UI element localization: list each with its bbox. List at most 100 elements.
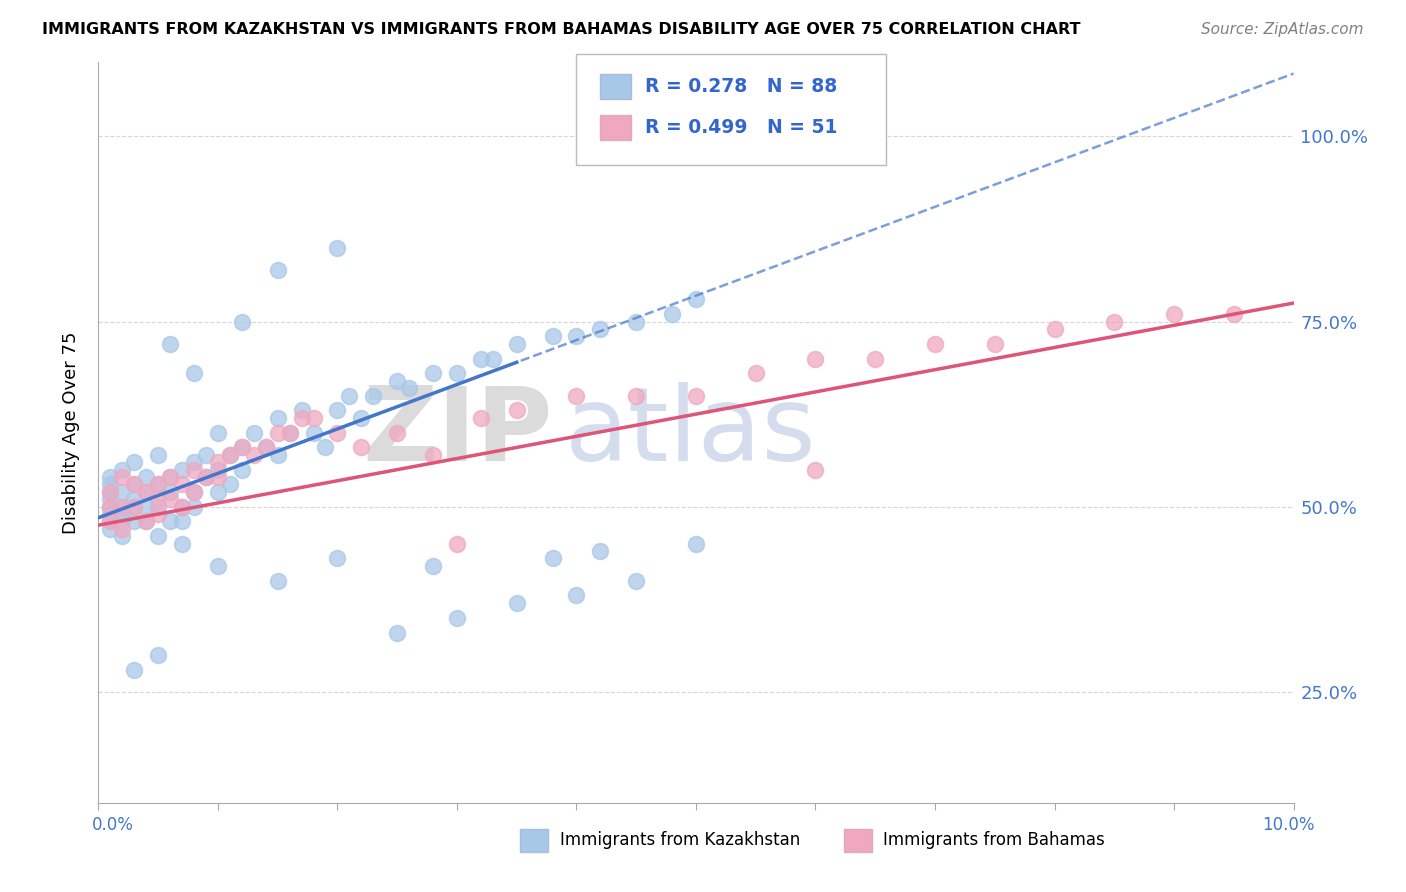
- Point: [745, 367, 768, 381]
- Point: [541, 551, 564, 566]
- Point: [207, 558, 229, 573]
- Point: [385, 625, 409, 640]
- Point: [231, 441, 253, 455]
- Point: [98, 484, 122, 499]
- Point: [1104, 314, 1126, 328]
- Point: [159, 492, 181, 507]
- Point: [626, 574, 648, 588]
- Point: [124, 515, 146, 529]
- Point: [111, 522, 134, 536]
- Point: [565, 389, 588, 403]
- Point: [172, 500, 194, 514]
- Point: [159, 470, 181, 484]
- Point: [243, 425, 266, 440]
- Point: [183, 462, 205, 476]
- Point: [804, 462, 827, 476]
- Text: Immigrants from Kazakhstan: Immigrants from Kazakhstan: [560, 831, 800, 849]
- Point: [661, 307, 683, 321]
- Point: [470, 410, 492, 425]
- Point: [470, 351, 492, 366]
- Text: ZIP: ZIP: [363, 382, 553, 483]
- Point: [135, 484, 157, 499]
- Text: IMMIGRANTS FROM KAZAKHSTAN VS IMMIGRANTS FROM BAHAMAS DISABILITY AGE OVER 75 COR: IMMIGRANTS FROM KAZAKHSTAN VS IMMIGRANTS…: [42, 22, 1081, 37]
- Point: [111, 462, 134, 476]
- Point: [148, 500, 170, 514]
- Point: [231, 462, 253, 476]
- Point: [326, 240, 349, 255]
- Point: [865, 351, 887, 366]
- Point: [195, 448, 218, 462]
- Point: [315, 441, 337, 455]
- Point: [172, 462, 194, 476]
- Point: [278, 425, 301, 440]
- Point: [446, 367, 468, 381]
- Point: [446, 536, 468, 550]
- Point: [302, 410, 325, 425]
- Point: [98, 477, 122, 491]
- Point: [291, 403, 314, 417]
- Point: [172, 515, 194, 529]
- Point: [207, 470, 229, 484]
- Point: [159, 470, 181, 484]
- Point: [506, 596, 529, 610]
- Point: [207, 455, 229, 469]
- Point: [446, 611, 468, 625]
- Point: [231, 314, 253, 328]
- Point: [111, 470, 134, 484]
- Point: [339, 389, 361, 403]
- Point: [924, 336, 946, 351]
- Point: [183, 484, 205, 499]
- Point: [984, 336, 1007, 351]
- Point: [111, 507, 134, 521]
- Point: [219, 448, 242, 462]
- Point: [124, 455, 146, 469]
- Point: [111, 500, 134, 514]
- Point: [626, 389, 648, 403]
- Point: [565, 329, 588, 343]
- Point: [291, 410, 314, 425]
- Point: [124, 500, 146, 514]
- Point: [98, 500, 122, 514]
- Point: [183, 367, 205, 381]
- Point: [172, 500, 194, 514]
- Point: [207, 484, 229, 499]
- Point: [422, 367, 444, 381]
- Point: [326, 425, 349, 440]
- Point: [506, 336, 529, 351]
- Point: [398, 381, 420, 395]
- Point: [172, 477, 194, 491]
- Point: [385, 425, 409, 440]
- Point: [267, 410, 290, 425]
- Point: [565, 589, 588, 603]
- Point: [195, 470, 218, 484]
- Point: [111, 529, 134, 543]
- Text: 0.0%: 0.0%: [91, 816, 134, 834]
- Point: [350, 441, 373, 455]
- Point: [219, 477, 242, 491]
- Point: [231, 441, 253, 455]
- Point: [804, 351, 827, 366]
- Point: [135, 484, 157, 499]
- Point: [159, 484, 181, 499]
- Point: [589, 544, 612, 558]
- Point: [124, 663, 146, 677]
- Point: [685, 293, 707, 307]
- Point: [135, 500, 157, 514]
- Text: R = 0.499   N = 51: R = 0.499 N = 51: [645, 118, 838, 137]
- Point: [159, 515, 181, 529]
- Point: [254, 441, 277, 455]
- Text: R = 0.278   N = 88: R = 0.278 N = 88: [645, 77, 838, 96]
- Point: [350, 410, 373, 425]
- Point: [148, 507, 170, 521]
- Point: [111, 515, 134, 529]
- Point: [267, 574, 290, 588]
- Point: [422, 558, 444, 573]
- Text: Source: ZipAtlas.com: Source: ZipAtlas.com: [1201, 22, 1364, 37]
- Point: [219, 448, 242, 462]
- Point: [111, 500, 134, 514]
- Point: [183, 500, 205, 514]
- Point: [98, 522, 122, 536]
- Point: [98, 515, 122, 529]
- Point: [685, 536, 707, 550]
- Point: [685, 129, 707, 144]
